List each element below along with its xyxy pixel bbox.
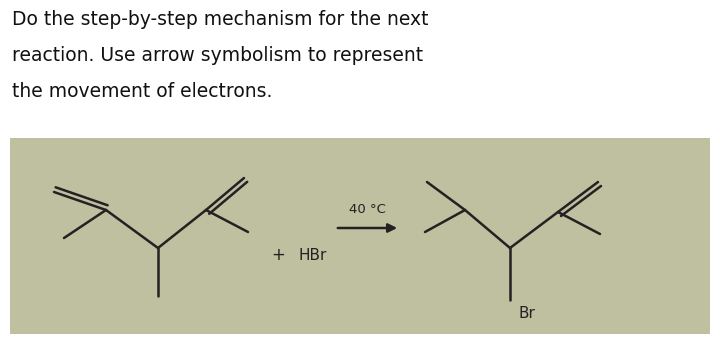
- Text: HBr: HBr: [298, 247, 326, 263]
- Text: Br: Br: [518, 306, 535, 321]
- Bar: [10, 138, 710, 334]
- Text: 40 °C: 40 °C: [348, 203, 385, 216]
- Text: the movement of electrons.: the movement of electrons.: [12, 82, 272, 101]
- Text: +: +: [271, 246, 285, 264]
- Text: reaction. Use arrow symbolism to represent: reaction. Use arrow symbolism to represe…: [12, 46, 423, 65]
- Text: Do the step-by-step mechanism for the next: Do the step-by-step mechanism for the ne…: [12, 10, 428, 29]
